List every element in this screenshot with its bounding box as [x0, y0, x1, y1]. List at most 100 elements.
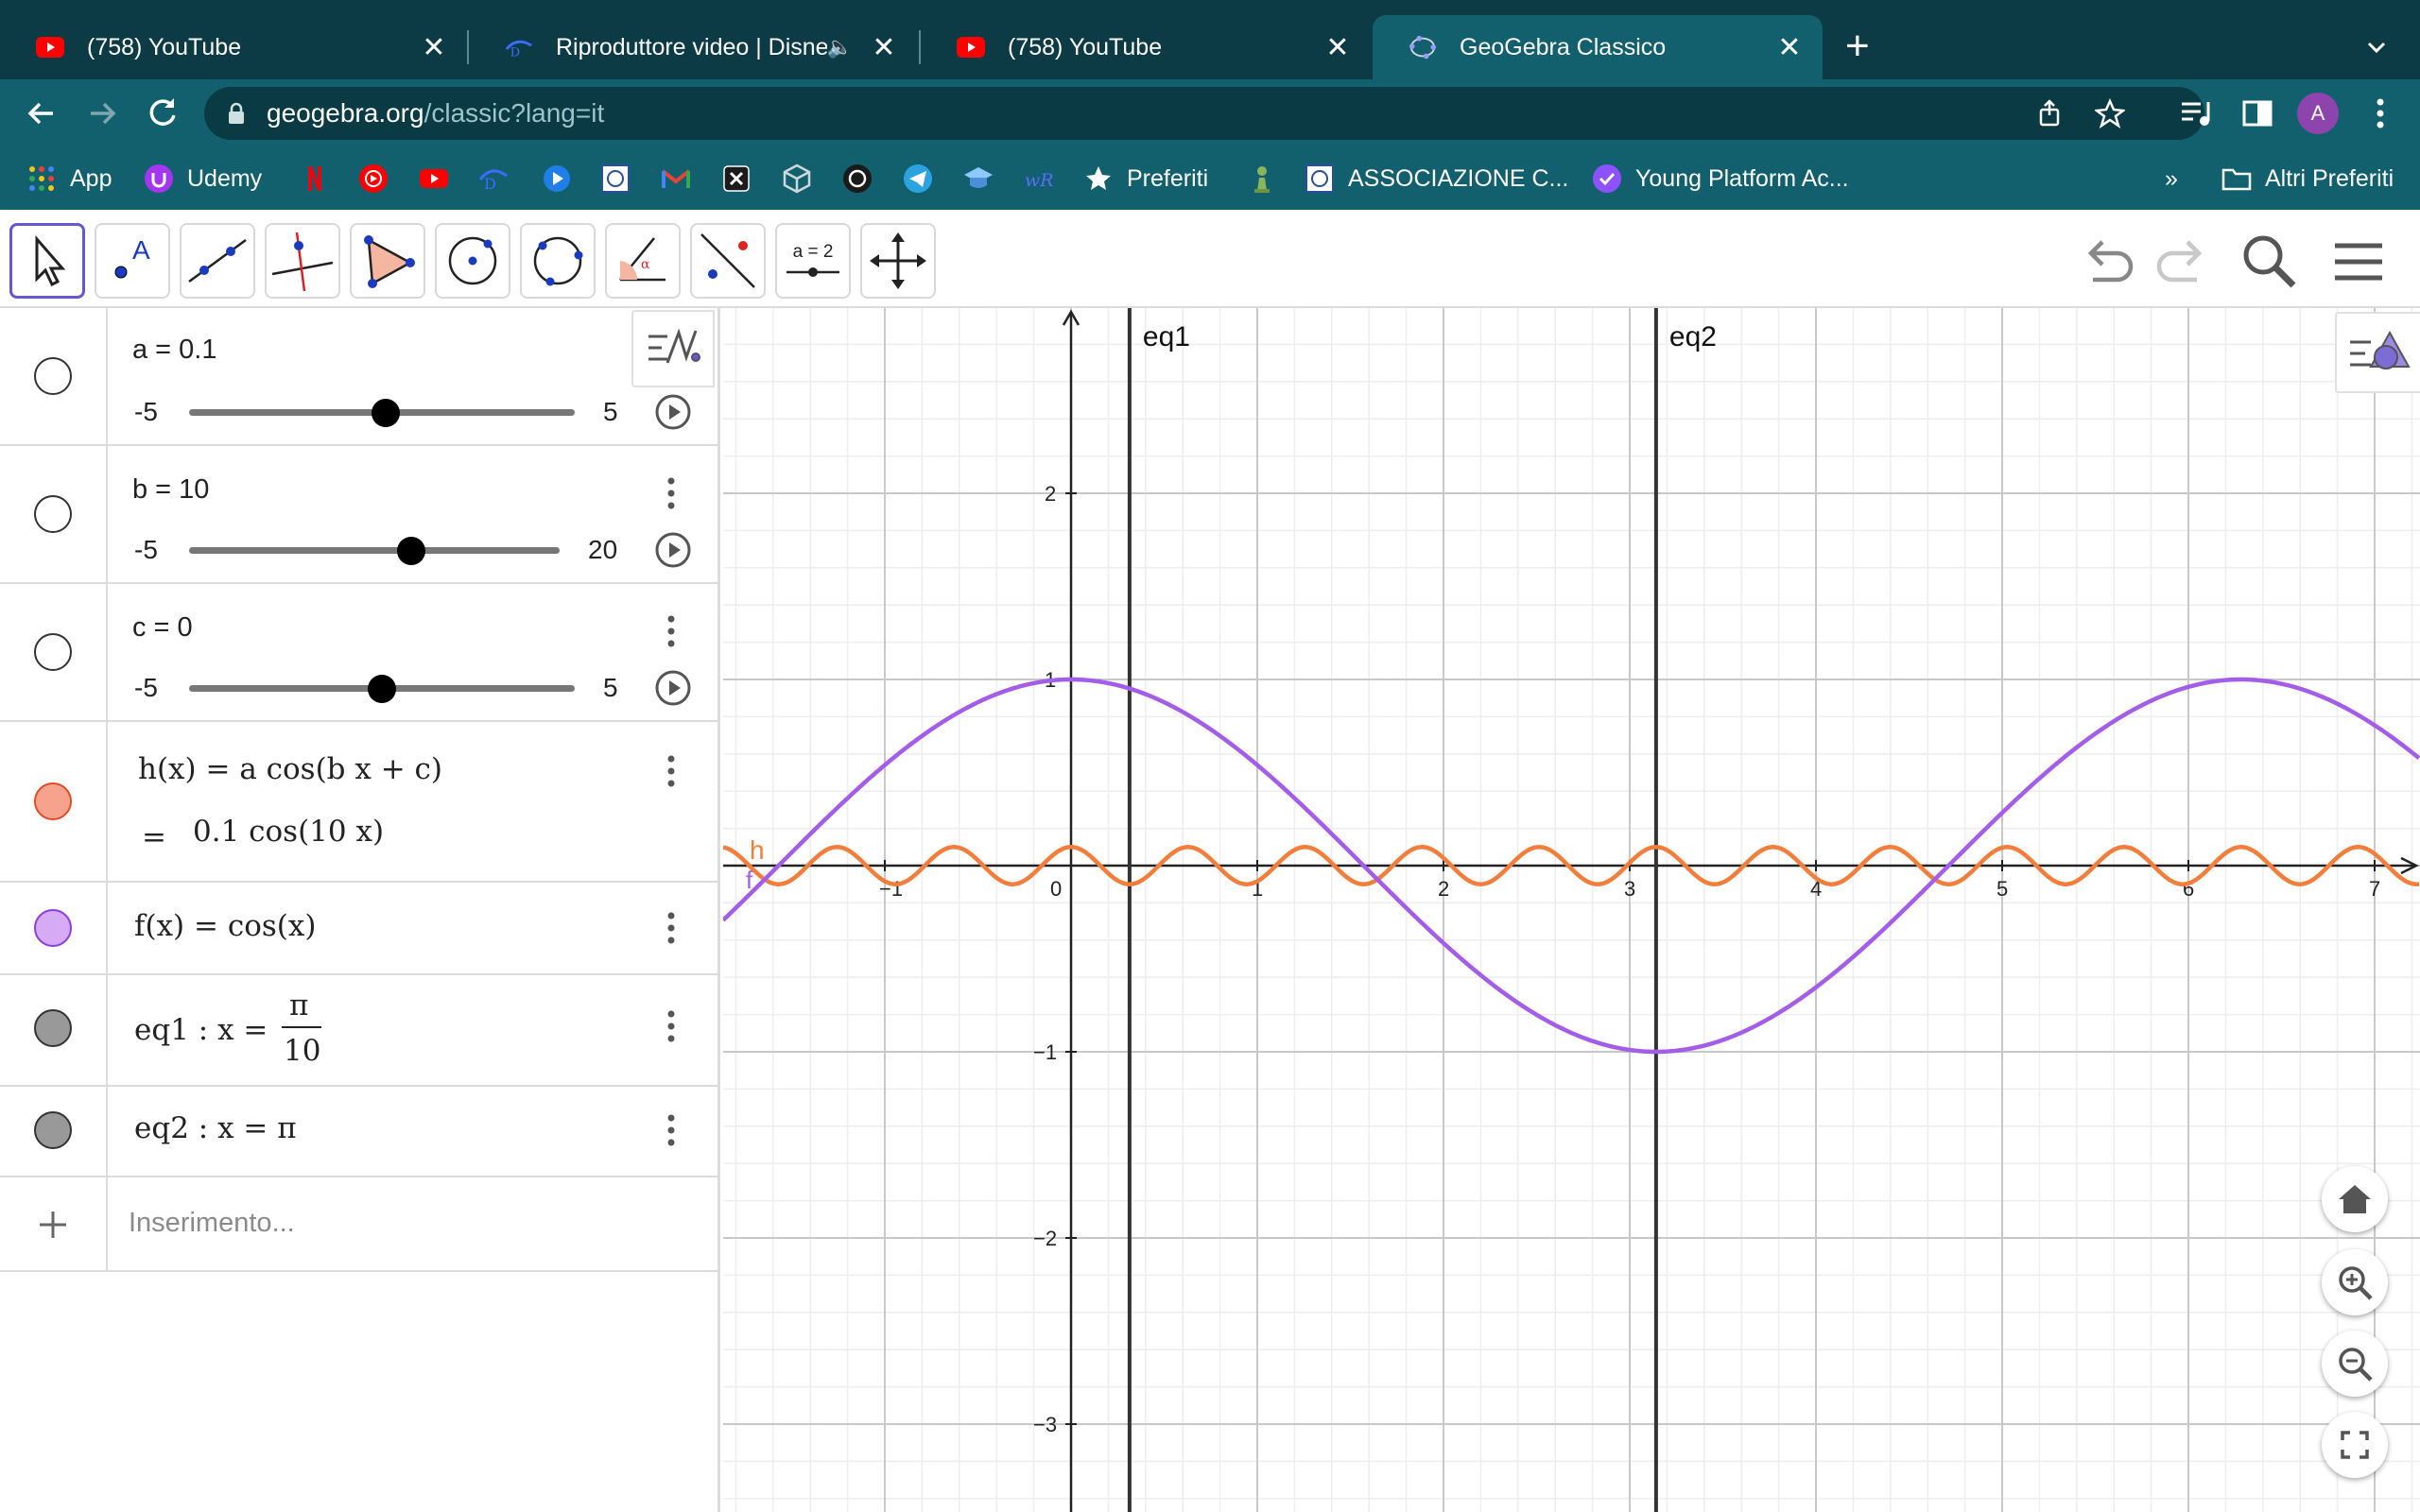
circle-three-points-tool[interactable]	[520, 223, 596, 299]
back-arrow-icon[interactable]	[21, 93, 62, 134]
slider-track[interactable]	[189, 547, 560, 554]
fullscreen-button[interactable]	[2322, 1412, 2388, 1478]
equation-definition[interactable]: eq2 : x = π	[134, 1111, 297, 1145]
bookmark-young-platform[interactable]: Young Platform Ac...	[1592, 161, 1849, 197]
bookmark-apps[interactable]: App	[26, 161, 112, 197]
zoom-out-button[interactable]	[2322, 1331, 2388, 1397]
media-controls-icon[interactable]	[2176, 93, 2218, 134]
move-tool[interactable]	[9, 223, 85, 299]
visibility-marble-icon[interactable]	[34, 1009, 72, 1047]
youtube-music-icon[interactable]	[357, 163, 389, 195]
forward-arrow-icon[interactable]	[81, 93, 123, 134]
function-definition[interactable]: f(x) = cos(x)	[134, 909, 317, 943]
move-graphics-tool[interactable]	[860, 223, 936, 299]
share-icon[interactable]	[2034, 98, 2065, 129]
graphics-style-bar-button[interactable]	[2335, 312, 2420, 393]
play-icon[interactable]	[654, 669, 692, 707]
site-logo-icon[interactable]	[599, 163, 631, 195]
url-text[interactable]: geogebra.org/classic?lang=it	[267, 98, 604, 129]
slider-knob[interactable]	[368, 675, 396, 703]
slider-tool[interactable]: a = 2	[775, 223, 851, 299]
new-tab-button[interactable]: +	[1845, 23, 1870, 69]
search-icon[interactable]	[2237, 229, 2303, 295]
bookmark-preferiti[interactable]: Preferiti	[1083, 161, 1208, 197]
disney-icon[interactable]: D	[476, 163, 509, 195]
visibility-toggle[interactable]	[0, 308, 108, 444]
visibility-marble-icon[interactable]	[34, 782, 72, 820]
visibility-marble-icon[interactable]	[34, 909, 72, 947]
tab-close-icon[interactable]: ✕	[1325, 31, 1350, 63]
profile-avatar[interactable]: A	[2297, 93, 2339, 134]
side-panel-icon[interactable]	[2237, 93, 2278, 134]
algebra-style-toggle-button[interactable]	[631, 310, 715, 387]
youtube-icon[interactable]	[418, 163, 450, 195]
polygon-tool[interactable]	[350, 223, 425, 299]
more-options-icon[interactable]	[662, 612, 681, 650]
unity-icon[interactable]	[781, 163, 813, 195]
chess-pawn-icon[interactable]	[1246, 163, 1278, 195]
graph-canvas[interactable]: −1 0 1 2 3 4 5 6 721−1−2−3 eq1 eq2 hf	[723, 308, 2420, 1512]
wordreference-icon[interactable]: wR	[1023, 163, 1055, 195]
visibility-toggle[interactable]	[0, 446, 108, 582]
gmail-icon[interactable]	[660, 163, 692, 195]
play-circle-icon[interactable]	[541, 163, 573, 195]
equation-definition[interactable]: eq1 : x =	[134, 1013, 268, 1047]
tab-youtube-1[interactable]: (758) YouTube ✕	[0, 15, 467, 79]
more-options-icon[interactable]	[662, 1007, 681, 1045]
slider-label[interactable]: c = 0	[132, 612, 193, 643]
visibility-marble-icon[interactable]	[34, 633, 72, 671]
slider-knob[interactable]	[397, 537, 426, 565]
visibility-marble-icon[interactable]	[34, 495, 72, 533]
play-icon[interactable]	[654, 393, 692, 431]
bookmark-udemy[interactable]: Udemy	[144, 161, 262, 197]
more-options-icon[interactable]	[662, 1111, 681, 1149]
tab-close-icon[interactable]: ✕	[1777, 31, 1802, 63]
tab-youtube-2[interactable]: (758) YouTube ✕	[921, 15, 1371, 79]
slider-knob[interactable]	[372, 399, 401, 427]
box-x-icon[interactable]	[720, 163, 752, 195]
angle-tool[interactable]: α	[605, 223, 681, 299]
visibility-toggle[interactable]	[0, 1087, 108, 1176]
tab-close-icon[interactable]: ✕	[872, 31, 896, 63]
undo-icon[interactable]	[2076, 229, 2142, 295]
function-definition[interactable]: h(x) = a cos(b x + c)	[138, 752, 443, 786]
visibility-toggle[interactable]	[0, 883, 108, 973]
tab-disney[interactable]: D Riproduttore video | Disney 🔈 ✕	[469, 15, 917, 79]
tab-close-icon[interactable]: ✕	[422, 31, 446, 63]
zoom-in-button[interactable]	[2322, 1249, 2388, 1315]
circle-center-tool[interactable]	[435, 223, 510, 299]
redo-icon[interactable]	[2148, 229, 2214, 295]
tab-geogebra[interactable]: GeoGebra Classico ✕	[1373, 15, 1823, 79]
slider-label[interactable]: a = 0.1	[132, 335, 217, 365]
plus-icon[interactable]	[32, 1204, 74, 1246]
line-tool[interactable]	[180, 223, 255, 299]
openai-icon[interactable]	[841, 163, 873, 195]
browser-menu-icon[interactable]	[2360, 93, 2401, 134]
more-options-icon[interactable]	[662, 909, 681, 947]
main-menu-icon[interactable]	[2325, 229, 2392, 295]
more-options-icon[interactable]	[662, 474, 681, 512]
home-view-button[interactable]	[2322, 1166, 2388, 1232]
bookmarks-overflow-button[interactable]: »	[2165, 161, 2178, 197]
audio-playing-icon[interactable]: 🔈	[826, 35, 853, 59]
visibility-marble-icon[interactable]	[34, 1111, 72, 1149]
visibility-toggle[interactable]	[0, 975, 108, 1085]
address-bar[interactable]: geogebra.org/classic?lang=it	[204, 87, 2204, 140]
visibility-marble-icon[interactable]	[34, 357, 72, 395]
reload-icon[interactable]	[142, 93, 183, 134]
play-icon[interactable]	[654, 531, 692, 569]
perpendicular-tool[interactable]	[265, 223, 340, 299]
visibility-toggle[interactable]	[0, 584, 108, 720]
algebra-input-field[interactable]: Inserimento...	[129, 1208, 295, 1238]
netflix-icon[interactable]	[299, 163, 331, 195]
bookmark-associazione[interactable]: ASSOCIAZIONE C...	[1305, 161, 1568, 197]
tab-search-chevron-icon[interactable]	[2358, 28, 2395, 66]
bookmark-star-icon[interactable]	[2093, 97, 2127, 129]
bookmark-altri-preferiti[interactable]: Altri Preferiti	[2221, 161, 2394, 197]
telegram-icon[interactable]	[902, 163, 934, 195]
graduation-cap-icon[interactable]	[962, 163, 994, 195]
reflect-tool[interactable]	[690, 223, 766, 299]
lock-icon[interactable]	[227, 102, 246, 125]
slider-label[interactable]: b = 10	[132, 474, 210, 505]
